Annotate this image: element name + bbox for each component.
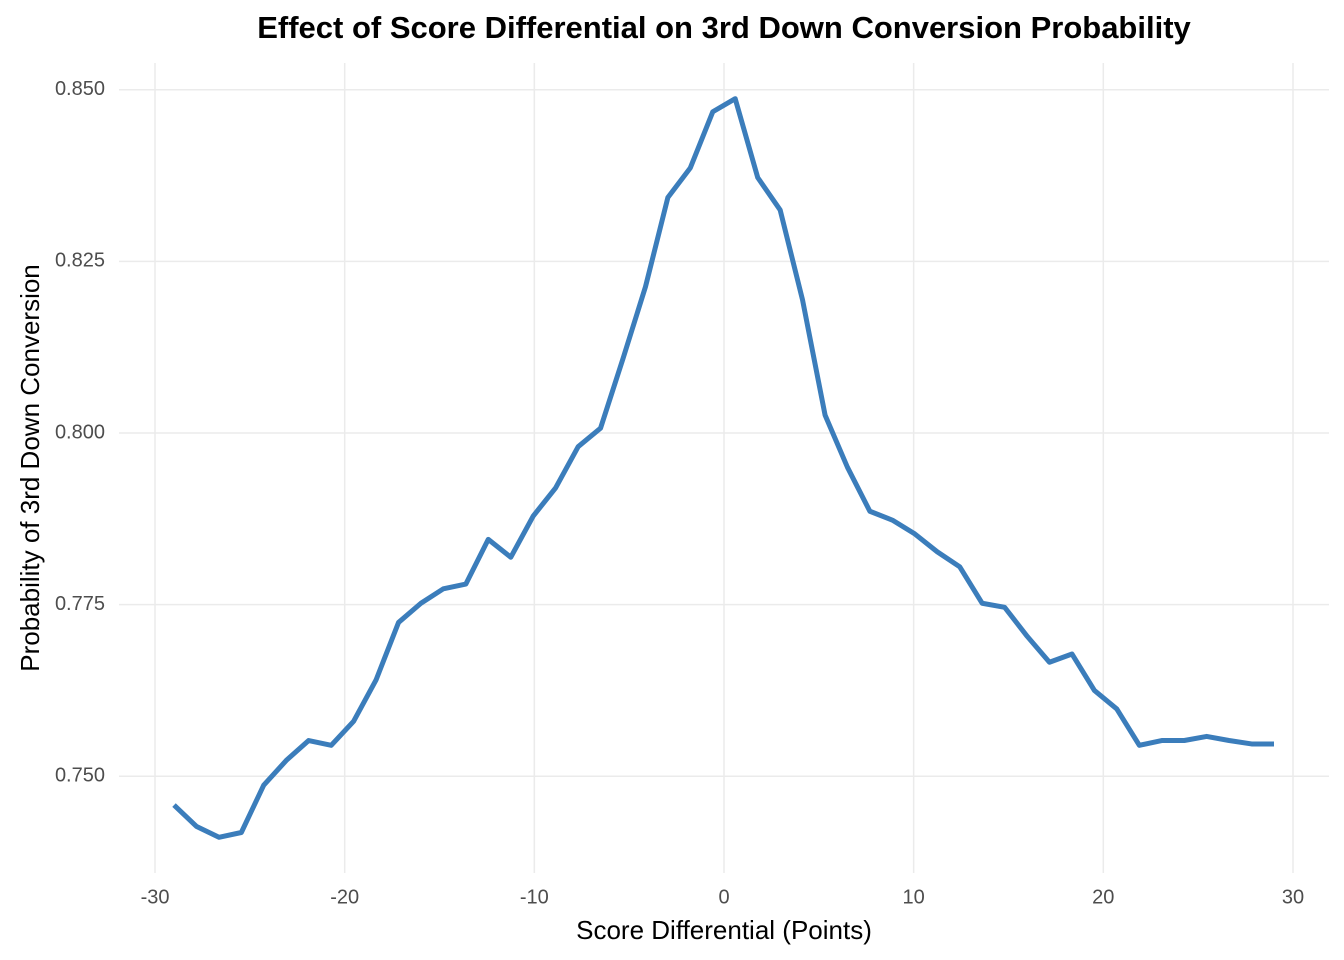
x-tick-label: 10 [903, 886, 925, 908]
x-axis-label: Score Differential (Points) [576, 915, 872, 945]
x-tick-label: 0 [718, 886, 729, 908]
chart-title: Effect of Score Differential on 3rd Down… [257, 10, 1191, 45]
y-tick-label: 0.850 [55, 78, 105, 100]
y-tick-label: 0.825 [55, 250, 105, 272]
data-line [172, 96, 1274, 840]
y-axis-label: Probability of 3rd Down Conversion [15, 264, 45, 672]
x-tick-label: 30 [1282, 886, 1304, 908]
y-tick-label: 0.775 [55, 593, 105, 615]
x-tick-label: -20 [330, 886, 359, 908]
x-tick-label: 20 [1092, 886, 1114, 908]
y-tick-label: 0.800 [55, 421, 105, 443]
y-tick-label: 0.750 [55, 764, 105, 786]
x-tick-label: -30 [141, 886, 170, 908]
x-tick-label: -10 [520, 886, 549, 908]
